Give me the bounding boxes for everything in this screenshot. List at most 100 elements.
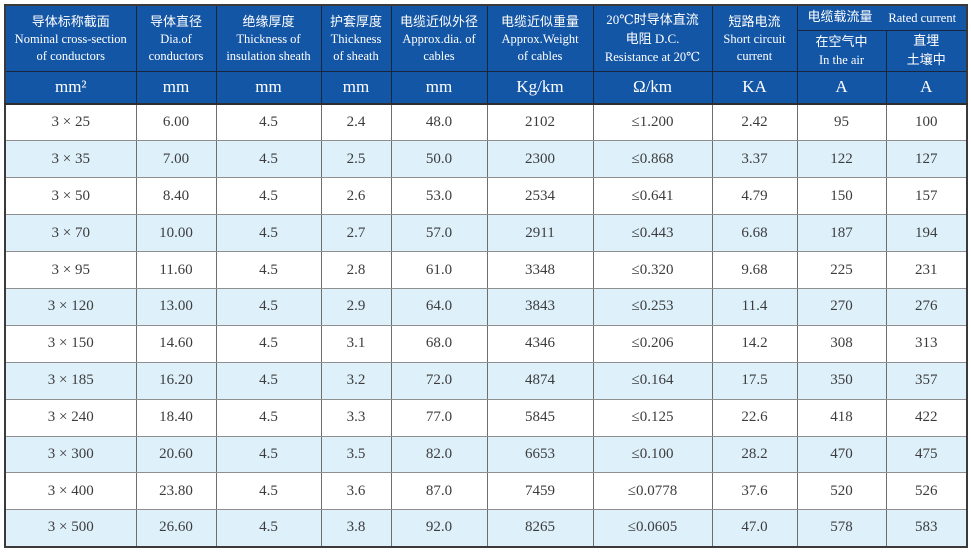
- cell: 22.6: [712, 399, 798, 437]
- cell: 276: [886, 288, 968, 326]
- table-row: 3 × 25 6.00 4.5 2.4 48.0 2102 ≤1.200 2.42 95 100: [5, 104, 968, 142]
- header-group-en: Rated current: [888, 10, 957, 25]
- table-row: 3 × 120 13.00 4.5 2.9 64.0 3843 ≤0.253 11.4 270 2…: [5, 288, 968, 326]
- unit-mm: mm: [136, 71, 217, 105]
- cell: 4.5: [216, 325, 322, 363]
- cell: 6653: [487, 436, 594, 474]
- cell: 3 × 95: [5, 251, 137, 289]
- cell: 11.60: [136, 251, 217, 289]
- table-row: 3 × 95 11.60 4.5 2.8 61.0 3348 ≤0.320 9.68 225 23…: [5, 251, 968, 289]
- cell: 20.60: [136, 436, 217, 474]
- cell: 3.6: [321, 472, 392, 511]
- cell: 64.0: [391, 288, 488, 326]
- header-en: current: [736, 48, 773, 63]
- header-group-zh: 电缆载流量: [807, 9, 873, 25]
- cell: 3 × 150: [5, 325, 137, 363]
- cell: 526: [886, 472, 968, 511]
- cell: 3 × 185: [5, 362, 137, 400]
- header-zh: 护套厚度: [329, 13, 382, 29]
- header-dc-resistance: 20℃时导体直流 电阻 D.C. Resistance at 20℃: [593, 5, 713, 72]
- header-en: In the air: [818, 52, 865, 67]
- cell: ≤0.0605: [593, 509, 713, 548]
- cell: 68.0: [391, 325, 488, 363]
- header-rated-current-group: 电缆载流量 Rated current: [797, 5, 968, 31]
- table-header: 导体标称截面 Nominal cross-section of conducto…: [5, 5, 968, 105]
- unit-mm: mm: [216, 71, 322, 105]
- cell: ≤0.125: [593, 399, 713, 437]
- cell: 57.0: [391, 214, 488, 253]
- cell: 14.2: [712, 325, 798, 363]
- header-en: Thickness of: [236, 32, 301, 47]
- header-en: Approx.dia. of: [402, 32, 476, 47]
- cell: 2911: [487, 214, 594, 253]
- cell: 2.9: [321, 288, 392, 326]
- unit-ka: KA: [712, 71, 798, 105]
- cell: 5845: [487, 399, 594, 437]
- header-zh: 土壤中: [906, 51, 946, 67]
- header-en: Dia.of: [160, 32, 192, 47]
- cell: 4874: [487, 362, 594, 400]
- cell: 4.5: [216, 140, 322, 179]
- cell: 2300: [487, 140, 594, 179]
- cell: 2.42: [712, 104, 798, 142]
- cell: 6.68: [712, 214, 798, 253]
- header-zh: 在空气中: [815, 33, 868, 49]
- cell: 2.4: [321, 104, 392, 142]
- table-row: 3 × 240 18.40 4.5 3.3 77.0 5845 ≤0.125 22.6 418 4…: [5, 399, 968, 437]
- cell: 7459: [487, 472, 594, 511]
- cell: ≤0.164: [593, 362, 713, 400]
- header-en: of sheath: [333, 48, 379, 63]
- header-en: Resistance at 20℃: [604, 49, 701, 64]
- cell: 16.20: [136, 362, 217, 400]
- cell: 100: [886, 104, 968, 142]
- cell: 2.5: [321, 140, 392, 179]
- cell: 350: [797, 362, 887, 400]
- header-sheath-thickness: 护套厚度 Thickness of sheath: [321, 5, 392, 72]
- cell: 3 × 35: [5, 140, 137, 179]
- cell: 87.0: [391, 472, 488, 511]
- cell: 23.80: [136, 472, 217, 511]
- header-zh: 绝缘厚度: [242, 13, 295, 29]
- cell: 9.68: [712, 251, 798, 289]
- unit-mm2: mm²: [5, 71, 137, 105]
- table-row: 3 × 300 20.60 4.5 3.5 82.0 6653 ≤0.100 28.2 470 4…: [5, 436, 968, 474]
- cell: 3 × 25: [5, 104, 137, 142]
- cell: 3 × 70: [5, 214, 137, 253]
- cell: ≤0.868: [593, 140, 713, 179]
- header-en: of conductors: [36, 48, 105, 63]
- header-zh: 20℃时导体直流: [606, 12, 699, 28]
- cell: 578: [797, 509, 887, 548]
- cell: ≤0.100: [593, 436, 713, 474]
- cell: 3 × 240: [5, 399, 137, 437]
- table-row: 3 × 50 8.40 4.5 2.6 53.0 2534 ≤0.641 4.79 150 157: [5, 177, 968, 216]
- cell: 4.5: [216, 288, 322, 326]
- header-buried-in-soil: 直埋 土壤中: [886, 30, 968, 72]
- header-insulation-thickness: 绝缘厚度 Thickness of insulation sheath: [216, 5, 322, 72]
- cell: 3.37: [712, 140, 798, 179]
- cell: 11.4: [712, 288, 798, 326]
- cell: 3 × 120: [5, 288, 137, 326]
- cell: 150: [797, 177, 887, 216]
- cell: 2102: [487, 104, 594, 142]
- header-in-the-air: 在空气中 In the air: [797, 30, 887, 72]
- header-en: Thickness: [330, 32, 382, 47]
- cell: 8.40: [136, 177, 217, 216]
- header-zh: 电阻 D.C.: [625, 31, 680, 47]
- cell: 26.60: [136, 509, 217, 548]
- unit-mm: mm: [391, 71, 488, 105]
- cell: 18.40: [136, 399, 217, 437]
- cell: 92.0: [391, 509, 488, 548]
- cell: 157: [886, 177, 968, 216]
- cell: ≤0.206: [593, 325, 713, 363]
- table-row: 3 × 185 16.20 4.5 3.2 72.0 4874 ≤0.164 17.5 350 3…: [5, 362, 968, 400]
- header-en: Short circuit: [723, 32, 786, 47]
- header-nominal-cross-section: 导体标称截面 Nominal cross-section of conducto…: [5, 5, 137, 72]
- table-row: 3 × 70 10.00 4.5 2.7 57.0 2911 ≤0.443 6.68 187 19…: [5, 214, 968, 253]
- cell: ≤0.0778: [593, 472, 713, 511]
- table-row: 3 × 400 23.80 4.5 3.6 87.0 7459 ≤0.0778 37.6 520…: [5, 472, 968, 511]
- header-en: conductors: [148, 48, 204, 63]
- cell: 4346: [487, 325, 594, 363]
- cell: 82.0: [391, 436, 488, 474]
- header-approx-weight: 电缆近似重量 Approx.Weight of cables: [487, 5, 594, 72]
- cell: 270: [797, 288, 887, 326]
